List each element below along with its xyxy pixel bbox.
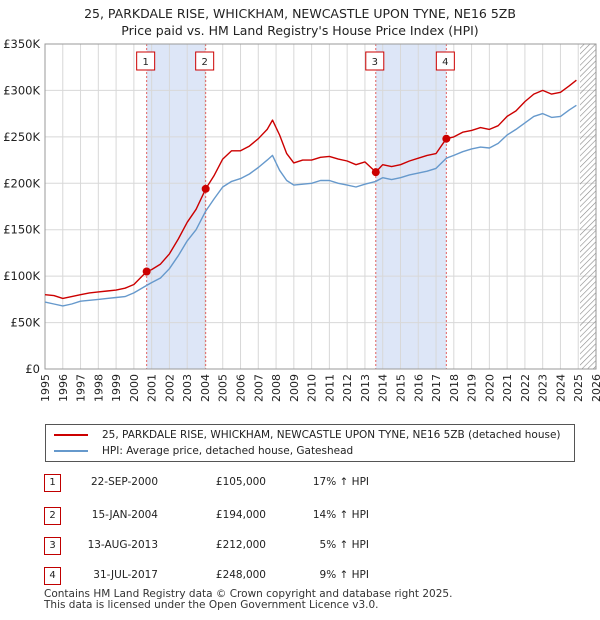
- transaction-number-badge: 1: [44, 474, 61, 492]
- x-tick-label: 1995: [39, 374, 52, 402]
- transaction-row: 1 22-SEP-2000 £105,000 17% ↑ HPI: [0, 474, 600, 494]
- sale-number-label: 1: [142, 57, 148, 68]
- transaction-number-badge: 3: [44, 537, 61, 555]
- shaded-period: [375, 44, 447, 369]
- y-tick-label: £200K: [3, 176, 40, 190]
- footer-line-licence: This data is licensed under the Open Gov…: [44, 599, 379, 611]
- x-tick-label: 2011: [323, 374, 336, 402]
- shaded-period: [146, 44, 206, 369]
- transaction-price: £194,000: [215, 509, 266, 521]
- legend-label-property: 25, PARKDALE RISE, WHICKHAM, NEWCASTLE U…: [102, 429, 561, 441]
- x-tick-label: 2007: [252, 374, 265, 402]
- sale-number-box: [365, 51, 385, 71]
- transaction-row: 2 15-JAN-2004 £194,000 14% ↑ HPI: [0, 507, 600, 527]
- transaction-number-badge: 4: [44, 567, 61, 585]
- x-tick-label: 2001: [146, 374, 159, 402]
- x-tick-label: 2020: [483, 374, 496, 402]
- x-tick-label: 2014: [377, 374, 390, 402]
- plot-frame: [44, 43, 597, 370]
- x-tick-label: 2015: [394, 374, 407, 402]
- x-tick-label: 2000: [128, 374, 141, 402]
- legend-item-hpi: HPI: Average price, detached house, Gate…: [54, 445, 353, 457]
- x-tick-label: 2026: [590, 374, 600, 402]
- x-tick-label: 2013: [359, 374, 372, 402]
- legend-swatch-property: [54, 434, 88, 436]
- x-tick-label: 2023: [537, 374, 550, 402]
- transaction-hpi-change: 17% ↑ HPI: [312, 476, 369, 488]
- sale-point: [371, 168, 380, 177]
- x-tick-label: 2022: [519, 374, 532, 402]
- transaction-hpi-change: 14% ↑ HPI: [312, 509, 369, 521]
- x-tick-label: 2009: [288, 374, 301, 402]
- transaction-row: 3 13-AUG-2013 £212,000 5% ↑ HPI: [0, 537, 600, 557]
- sale-number-label: 4: [442, 57, 448, 68]
- transaction-price: £248,000: [215, 569, 266, 581]
- y-tick-label: £50K: [11, 316, 41, 330]
- x-tick-label: 2006: [235, 374, 248, 402]
- x-tick-label: 2019: [466, 374, 479, 402]
- sale-number-box: [195, 51, 215, 71]
- legend-label-hpi: HPI: Average price, detached house, Gate…: [102, 445, 354, 457]
- transaction-price: £212,000: [215, 539, 266, 551]
- x-tick-label: 2002: [163, 374, 176, 402]
- x-tick-label: 2003: [181, 374, 194, 402]
- chart-subtitle: Price paid vs. HM Land Registry's House …: [121, 23, 479, 38]
- x-tick-label: 2010: [306, 374, 319, 402]
- footer-line-copyright: Contains HM Land Registry data © Crown c…: [44, 588, 453, 600]
- transaction-number-badge: 2: [44, 507, 61, 525]
- legend: 25, PARKDALE RISE, WHICKHAM, NEWCASTLE U…: [45, 424, 575, 462]
- forecast-hatch: [580, 44, 596, 369]
- x-tick-label: 2012: [341, 374, 354, 402]
- y-tick-label: £100K: [3, 269, 40, 283]
- y-tick-label: £250K: [3, 130, 40, 144]
- transaction-date: 15-JAN-2004: [91, 509, 158, 521]
- x-tick-label: 1996: [57, 374, 70, 402]
- property-price-line: [44, 79, 577, 300]
- sale-number-box: [435, 51, 455, 71]
- sale-number-label: 2: [201, 57, 207, 68]
- x-tick-label: 2016: [412, 374, 425, 402]
- y-tick-label: £350K: [3, 37, 40, 51]
- transaction-row: 4 31-JUL-2017 £248,000 9% ↑ HPI: [0, 567, 600, 587]
- transaction-price: £105,000: [215, 476, 266, 488]
- x-tick-label: 2021: [501, 374, 514, 402]
- x-tick-label: 2018: [448, 374, 461, 402]
- hpi-line: [44, 104, 577, 307]
- x-tick-label: 2024: [554, 374, 567, 402]
- sale-point: [442, 134, 451, 143]
- transaction-hpi-change: 9% ↑ HPI: [319, 569, 369, 581]
- y-tick-label: £150K: [3, 223, 40, 237]
- transaction-date: 22-SEP-2000: [90, 476, 158, 488]
- chart-title: 25, PARKDALE RISE, WHICKHAM, NEWCASTLE U…: [84, 6, 516, 21]
- footer-attribution: Contains HM Land Registry data © Crown c…: [44, 589, 452, 611]
- x-tick-label: 2008: [270, 374, 283, 402]
- x-tick-label: 1997: [75, 374, 88, 402]
- y-tick-label: £300K: [3, 83, 40, 97]
- sale-point: [201, 184, 210, 193]
- x-tick-label: 2004: [199, 374, 212, 402]
- x-tick-label: 1998: [92, 374, 105, 402]
- transaction-date: 13-AUG-2013: [87, 539, 158, 551]
- sale-number-box: [136, 51, 156, 71]
- transaction-hpi-change: 5% ↑ HPI: [319, 539, 369, 551]
- sale-number-label: 3: [372, 57, 378, 68]
- transaction-date: 31-JUL-2017: [93, 569, 158, 581]
- legend-item-property: 25, PARKDALE RISE, WHICKHAM, NEWCASTLE U…: [54, 429, 561, 441]
- sale-point: [142, 267, 151, 276]
- x-tick-label: 2025: [572, 374, 585, 402]
- y-tick-label: £0: [25, 362, 40, 376]
- x-tick-label: 2005: [217, 374, 230, 402]
- legend-swatch-hpi: [54, 450, 88, 452]
- x-tick-label: 1999: [110, 374, 123, 402]
- x-tick-label: 2017: [430, 374, 443, 402]
- price-chart: 1 2 3 4 £0 £50K £100K £150K £200K £250K £300K £350K…: [3, 37, 600, 402]
